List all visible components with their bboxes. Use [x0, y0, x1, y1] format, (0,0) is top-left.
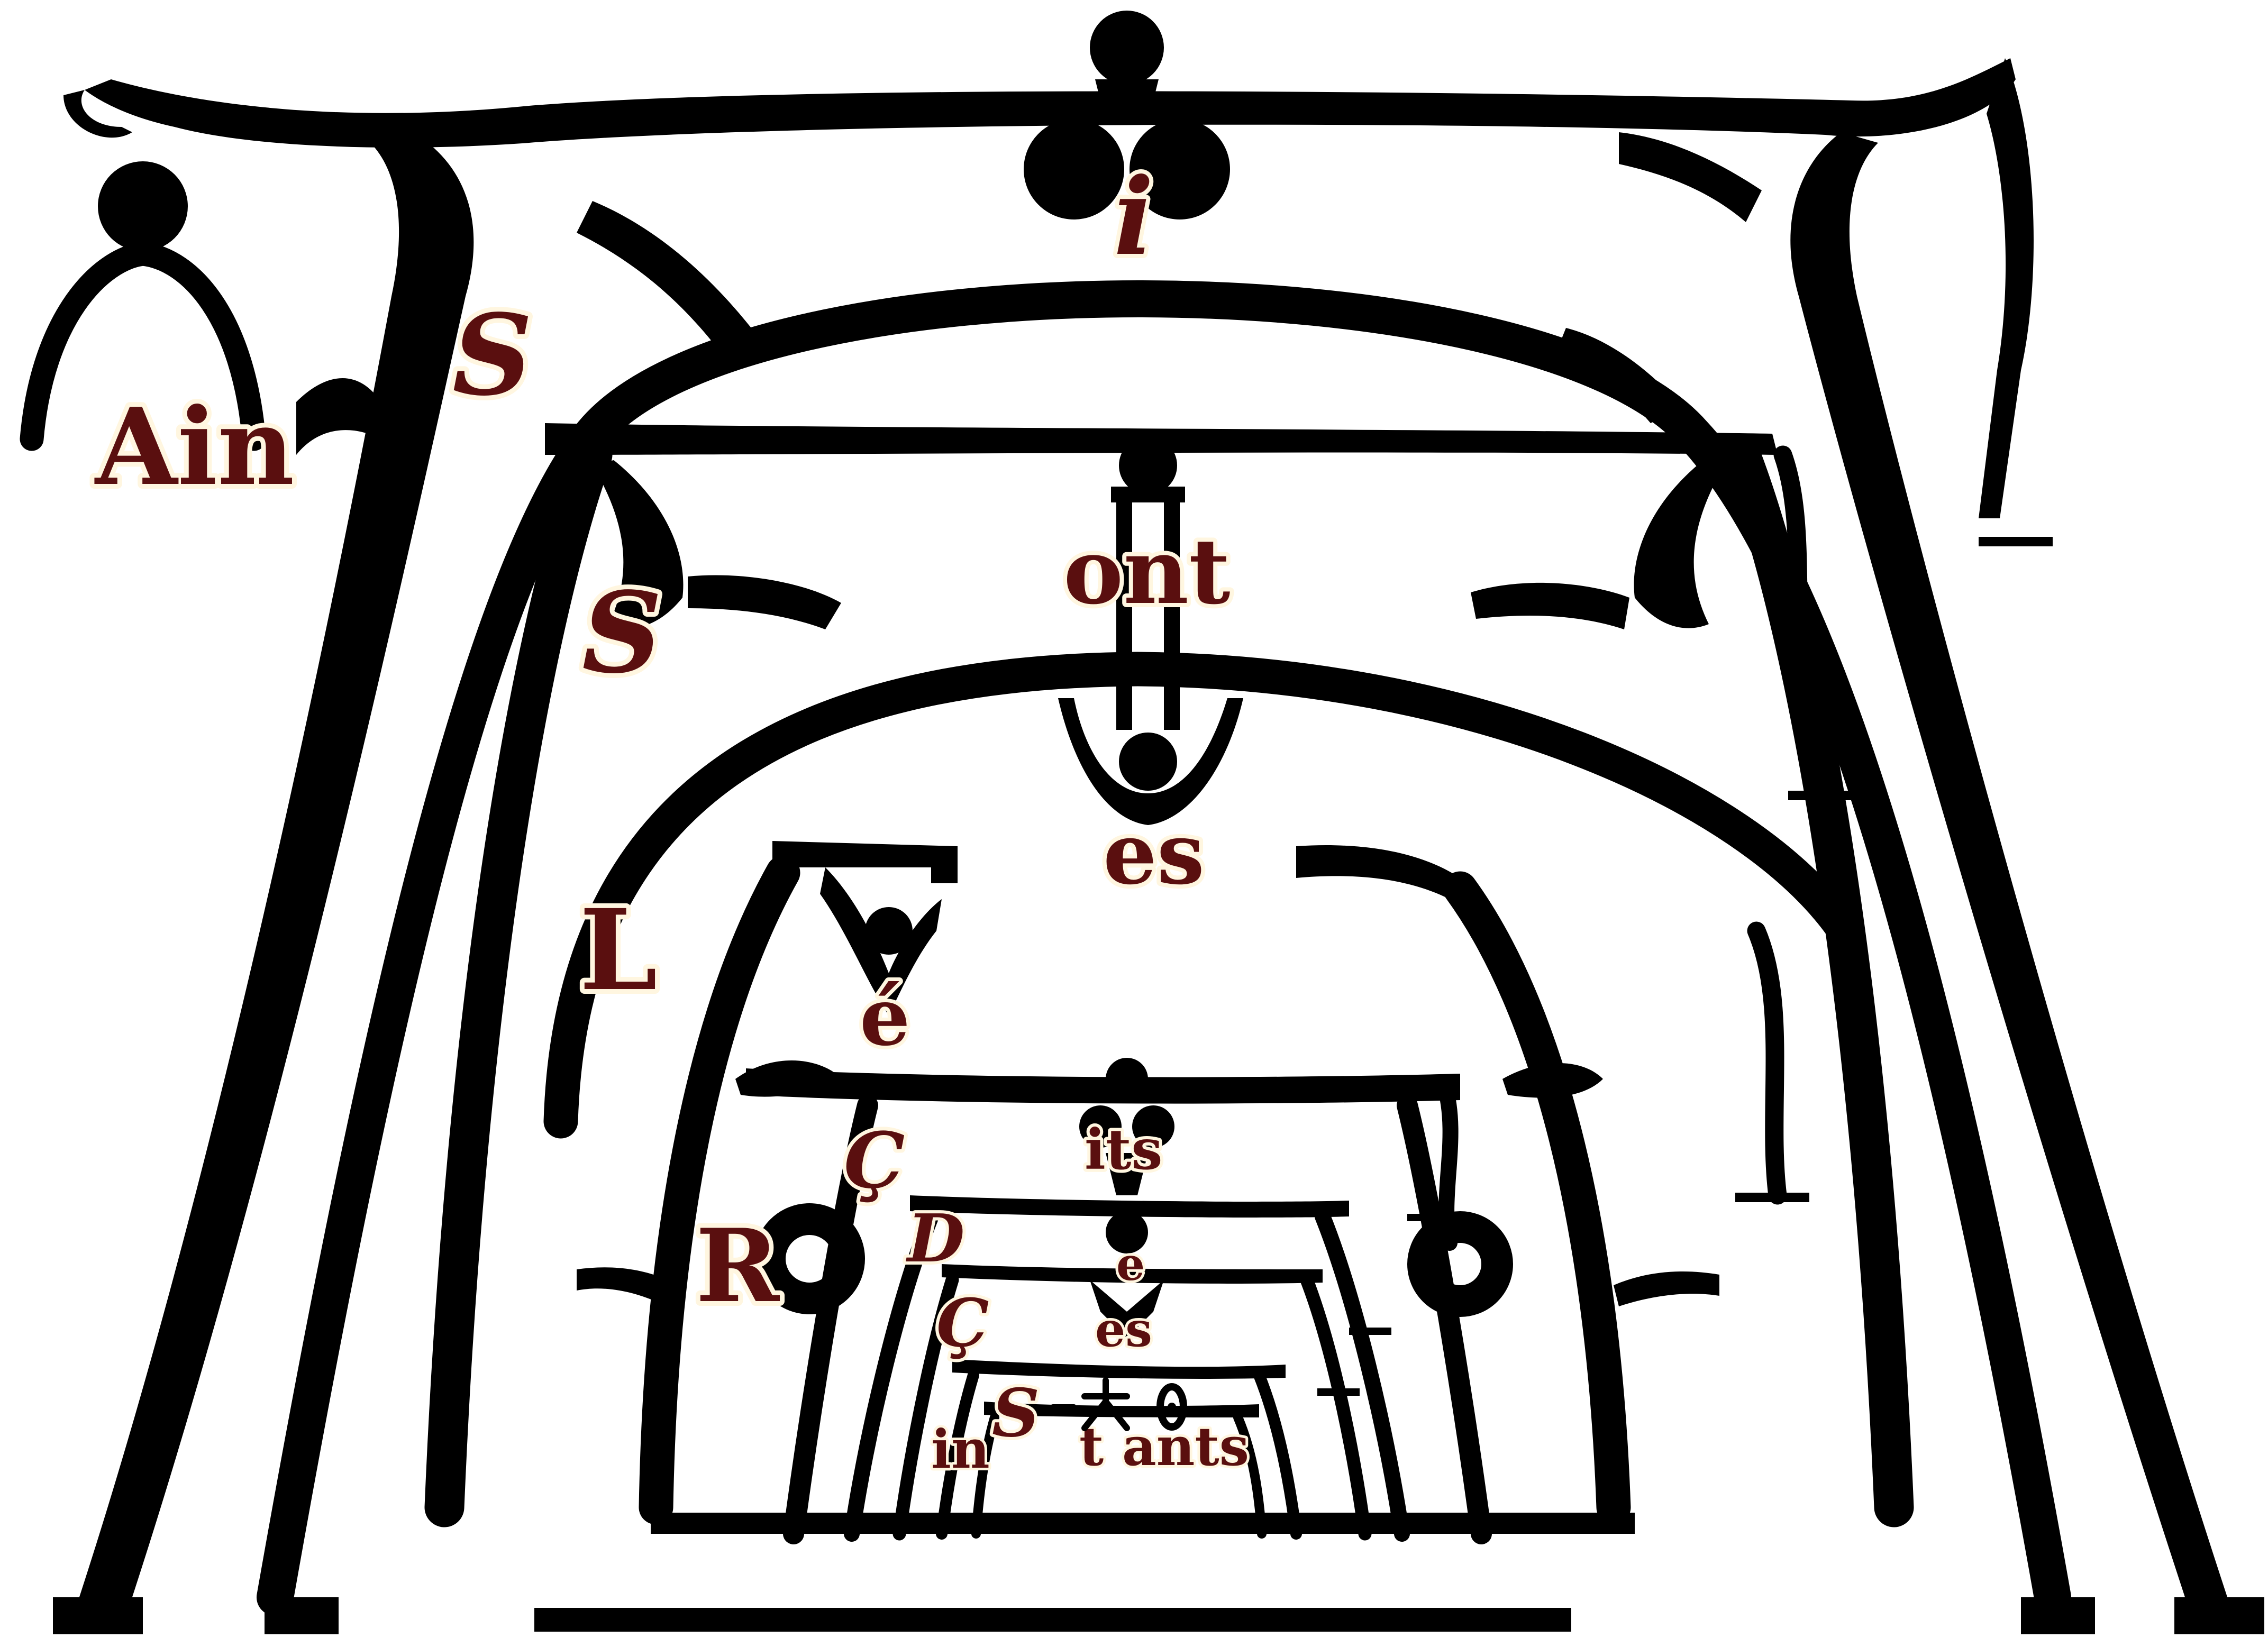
fragment-its: its	[1085, 1117, 1163, 1182]
fragment-es-lower: es	[1095, 1302, 1152, 1358]
left-hanging-ornament	[20, 161, 381, 455]
right-dash-marks	[1317, 537, 2053, 1396]
fragment-d: D	[906, 1200, 964, 1277]
floor-beam	[534, 1608, 1571, 1632]
top-cap-ornament	[1024, 11, 1230, 219]
fragment-r: R	[696, 1207, 780, 1325]
fragment-c-lower: Ç	[936, 1285, 989, 1362]
arch-tier-6	[892, 1264, 1372, 1541]
fragment-ont: ont	[1063, 519, 1231, 625]
arch-tier-1	[53, 58, 2264, 1634]
arch-tier-5	[844, 1153, 1410, 1542]
central-drop-ornament	[1058, 436, 1243, 825]
fragment-es-upper: es	[1103, 804, 1205, 903]
arch-tier-3	[577, 841, 1719, 1525]
arch-tier-4	[746, 1058, 1492, 1544]
fragment-l: L	[579, 885, 658, 1015]
fragment-e-accent: é	[860, 971, 910, 1064]
fragment-s-second: S	[582, 568, 662, 698]
fragment-s-small: S	[992, 1375, 1040, 1452]
text-fragments: Ain S i S ont es L é Ç its R D e Ç es S …	[89, 151, 1252, 1483]
inner-glyph-marks	[1050, 1377, 1187, 1431]
fragment-ain: Ain	[94, 385, 295, 509]
fragment-e-small: e	[1116, 1238, 1145, 1291]
fragment-s-outer: S	[452, 290, 533, 420]
fragment-in: in	[931, 1418, 990, 1480]
fragment-i-top: i	[1114, 155, 1154, 279]
inner-floor	[651, 1513, 1635, 1534]
fragment-c-upper: Ç	[844, 1116, 905, 1206]
